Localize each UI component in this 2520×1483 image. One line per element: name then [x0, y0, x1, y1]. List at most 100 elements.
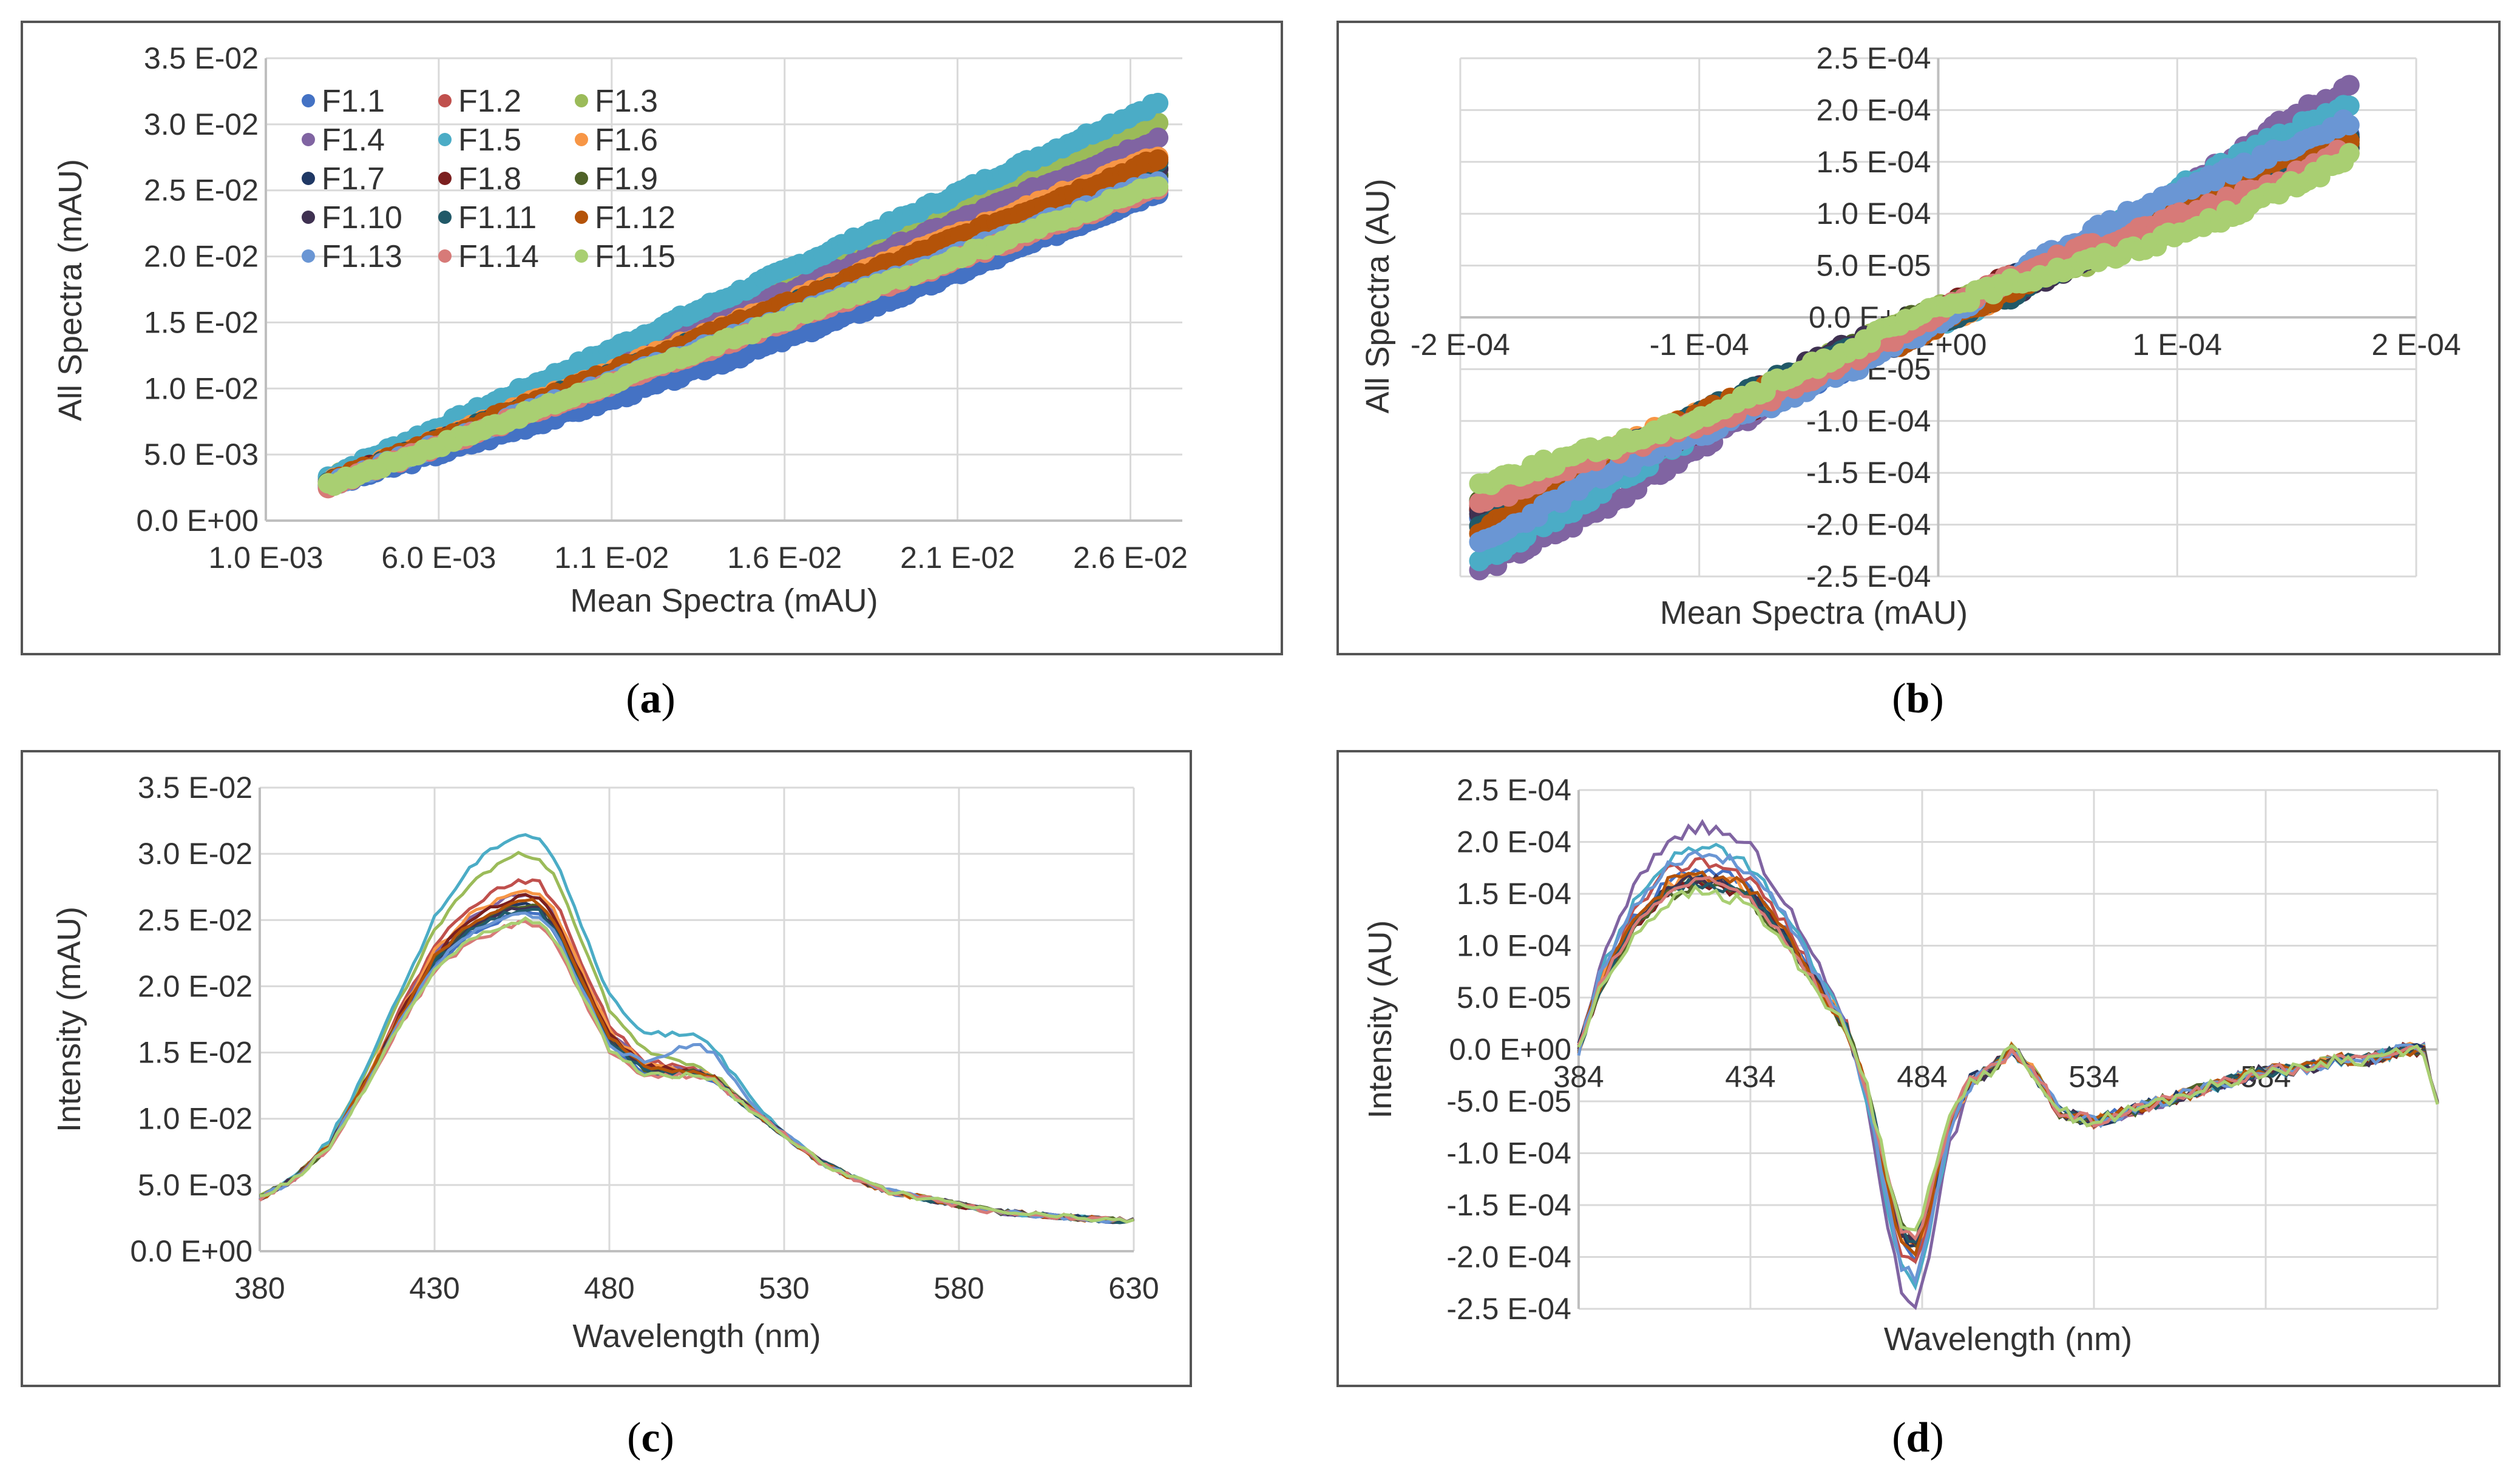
x-tick-label: 1.0 E-03 — [208, 541, 323, 575]
y-tick-label: 1.0 E-02 — [138, 1102, 252, 1136]
y-tick-label: -1.5 E-04 — [1806, 456, 1931, 490]
y-tick-label: 5.0 E-03 — [138, 1168, 252, 1202]
y-tick-label: 2.5 E-04 — [1457, 773, 1571, 807]
x-tick-label: 384 — [1553, 1060, 1604, 1094]
y-tick-label: -5.0 E-05 — [1446, 1084, 1571, 1118]
legend-marker — [438, 94, 452, 107]
y-axis-title: All Spectra (AU) — [1360, 178, 1396, 413]
legend-label: F1.15 — [595, 239, 676, 274]
y-tick-label: 0.0 E+00 — [1449, 1033, 1571, 1067]
y-tick-label: 5.0 E-05 — [1816, 249, 1931, 283]
legend-marker — [438, 249, 452, 263]
panel-b: -2.5 E-04-2.0 E-04-1.5 E-04-1.0 E-04-5.0… — [1336, 21, 2501, 655]
y-tick-label: -2.5 E-04 — [1446, 1292, 1571, 1326]
x-tick-label: 480 — [584, 1271, 634, 1305]
line-F1.15 — [1577, 884, 2439, 1232]
x-tick-label: 1 E-04 — [2133, 328, 2222, 362]
line-F1.9 — [259, 904, 1134, 1223]
x-axis-title: Wavelength (nm) — [572, 1318, 821, 1354]
line-F1.14 — [1577, 876, 2439, 1241]
x-tick-label: 2 E-04 — [2371, 328, 2461, 362]
data-point — [2339, 115, 2360, 136]
line-F1.2 — [259, 878, 1135, 1224]
chart-a: 0.0 E+005.0 E-031.0 E-021.5 E-022.0 E-02… — [52, 41, 1188, 619]
caption-a: (a) — [626, 675, 676, 722]
y-tick-label: 1.5 E-04 — [1816, 145, 1931, 179]
x-tick-label: -2 E-04 — [1411, 328, 1510, 362]
chart-c: 0.0 E+005.0 E-031.0 E-021.5 E-022.0 E-02… — [51, 771, 1159, 1354]
y-tick-label: 1.0 E-04 — [1816, 197, 1931, 231]
data-point — [1148, 149, 1169, 170]
caption-d: (d) — [1892, 1414, 1944, 1461]
data-point — [2339, 75, 2360, 96]
x-tick-label: 630 — [1108, 1271, 1159, 1305]
legend-label: F1.8 — [458, 161, 521, 197]
y-tick-label: 0.0 E+00 — [130, 1234, 252, 1268]
y-tick-label: -2.0 E-04 — [1806, 508, 1931, 542]
legend-label: F1.13 — [322, 239, 402, 274]
x-tick-label: 430 — [409, 1271, 459, 1305]
legend-label: F1.7 — [322, 161, 385, 197]
line-F1.7 — [259, 901, 1134, 1224]
x-axis-title: Mean Spectra (mAU) — [570, 583, 878, 619]
legend-label: F1.10 — [322, 200, 402, 235]
chart-d: -2.5 E-04 -2.0 E-04 -1.5 E-04 -1.0 E-04 -5.0… — [1362, 773, 2439, 1357]
line-F1.15 — [259, 916, 1134, 1224]
y-tick-label: -1.0 E-04 — [1806, 404, 1931, 438]
y-tick-label: 3.5 E-02 — [144, 41, 259, 75]
legend-label: F1.14 — [458, 239, 539, 274]
line-F1.4 — [259, 893, 1134, 1223]
line-F1.6 — [259, 889, 1134, 1223]
legend-marker — [302, 94, 315, 107]
y-axis-title: Intensity (mAU) — [51, 907, 87, 1132]
line-F1.11 — [1577, 877, 2439, 1243]
legend-marker — [302, 249, 315, 263]
x-tick-label: 580 — [933, 1271, 984, 1305]
legend-marker — [302, 133, 315, 146]
data-point — [1148, 127, 1169, 149]
y-tick-label: 5.0 E-05 — [1457, 981, 1571, 1015]
y-tick-label: 2.0 E-02 — [138, 969, 252, 1003]
y-tick-label: -1.0 E-04 — [1446, 1137, 1571, 1171]
legend: F1.1 F1.2 F1.3F1.4 F1.5 F1.6F1.7 F1.8 F1.9F1.1… — [302, 84, 676, 274]
x-tick-label: 530 — [759, 1271, 809, 1305]
x-tick-label: 484 — [1897, 1060, 1947, 1094]
x-tick-label: 380 — [234, 1271, 285, 1305]
y-tick-label: 5.0 E-03 — [144, 437, 259, 471]
y-tick-label: 2.0 E-04 — [1816, 93, 1931, 127]
legend-marker — [575, 211, 588, 224]
caption-c: (c) — [627, 1414, 674, 1461]
panel-d: -2.5 E-04 -2.0 E-04 -1.5 E-04 -1.0 E-04 -5.0… — [1336, 750, 2501, 1387]
line-F1.2 — [1577, 856, 2439, 1264]
y-tick-label: -2.5 E-04 — [1806, 559, 1931, 593]
series-F1.15 — [1469, 143, 2360, 496]
legend-label: F1.1 — [322, 84, 385, 119]
y-tick-label: -2.0 E-04 — [1446, 1240, 1571, 1274]
legend-marker — [438, 133, 452, 146]
y-tick-label: 2.5 E-02 — [144, 174, 259, 208]
legend-marker — [575, 133, 588, 146]
y-tick-label: 2.5 E-04 — [1816, 41, 1931, 75]
x-tick-label: 6.0 E-03 — [381, 541, 496, 575]
y-tick-label: 1.5 E-04 — [1457, 877, 1571, 911]
y-tick-label: -1.5 E-04 — [1446, 1188, 1571, 1222]
legend-marker — [575, 94, 588, 107]
caption-b: (b) — [1892, 675, 1944, 722]
y-tick-label: 1.0 E-02 — [144, 371, 259, 405]
y-axis-title: All Spectra (mAU) — [52, 159, 89, 421]
y-tick-label: 1.0 E-04 — [1457, 929, 1571, 963]
data-point — [1148, 176, 1169, 197]
line-F1.8 — [259, 893, 1134, 1224]
legend-label: F1.2 — [458, 84, 521, 119]
legend-label: F1.3 — [595, 84, 658, 119]
chart-b: -2.5 E-04-2.0 E-04-1.5 E-04-1.0 E-04-5.0… — [1360, 41, 2461, 631]
x-axis-title: Mean Spectra (mAU) — [1660, 595, 1968, 631]
x-tick-label: 1.6 E-02 — [727, 541, 842, 575]
x-tick-label: 1.1 E-02 — [554, 541, 669, 575]
data-point — [2339, 143, 2360, 164]
panel-a: 0.0 E+00 5.0 E-03 1.0 E-02 1.5 E-02 2.0 E-02… — [21, 21, 1283, 655]
y-tick-label: 2.0 E-02 — [144, 240, 259, 274]
line-F1.3 — [1577, 873, 2439, 1249]
y-axis-title: Intensity (AU) — [1362, 920, 1398, 1118]
legend-label: F1.9 — [595, 161, 658, 197]
